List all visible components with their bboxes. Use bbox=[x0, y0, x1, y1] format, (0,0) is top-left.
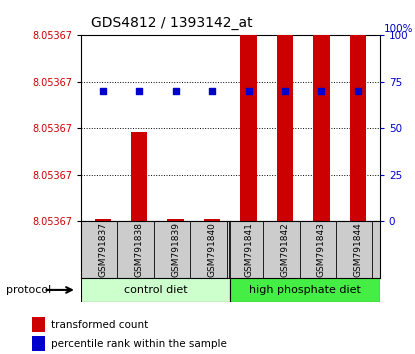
Point bbox=[354, 88, 361, 94]
Bar bbox=[32, 317, 45, 332]
Text: high phosphate diet: high phosphate diet bbox=[249, 285, 361, 295]
Bar bbox=[131, 132, 147, 221]
Point bbox=[136, 88, 142, 94]
Bar bbox=[95, 219, 111, 221]
Bar bbox=[204, 219, 220, 221]
Point bbox=[282, 88, 288, 94]
Bar bbox=[240, 35, 257, 221]
Text: GSM791841: GSM791841 bbox=[244, 222, 253, 277]
Point bbox=[209, 88, 215, 94]
Text: transformed count: transformed count bbox=[51, 320, 148, 330]
Bar bbox=[350, 35, 366, 221]
Text: GSM791842: GSM791842 bbox=[281, 222, 290, 277]
Bar bbox=[32, 337, 45, 351]
Text: GSM791840: GSM791840 bbox=[208, 222, 217, 277]
Point bbox=[245, 88, 252, 94]
Bar bbox=[81, 278, 230, 302]
Text: GSM791837: GSM791837 bbox=[98, 222, 107, 277]
Text: GSM791839: GSM791839 bbox=[171, 222, 180, 277]
Text: GSM791838: GSM791838 bbox=[135, 222, 144, 277]
Text: GSM791843: GSM791843 bbox=[317, 222, 326, 277]
Bar bbox=[277, 35, 293, 221]
Bar bbox=[168, 219, 184, 221]
Text: control diet: control diet bbox=[124, 285, 188, 295]
Bar bbox=[230, 278, 380, 302]
Text: GSM791844: GSM791844 bbox=[353, 222, 362, 277]
Text: 100%: 100% bbox=[384, 24, 413, 34]
Text: GDS4812 / 1393142_at: GDS4812 / 1393142_at bbox=[91, 16, 253, 30]
Point bbox=[172, 88, 179, 94]
Point bbox=[318, 88, 325, 94]
Text: percentile rank within the sample: percentile rank within the sample bbox=[51, 339, 227, 349]
Text: protocol: protocol bbox=[6, 285, 51, 295]
Bar bbox=[313, 35, 330, 221]
Point bbox=[100, 88, 106, 94]
